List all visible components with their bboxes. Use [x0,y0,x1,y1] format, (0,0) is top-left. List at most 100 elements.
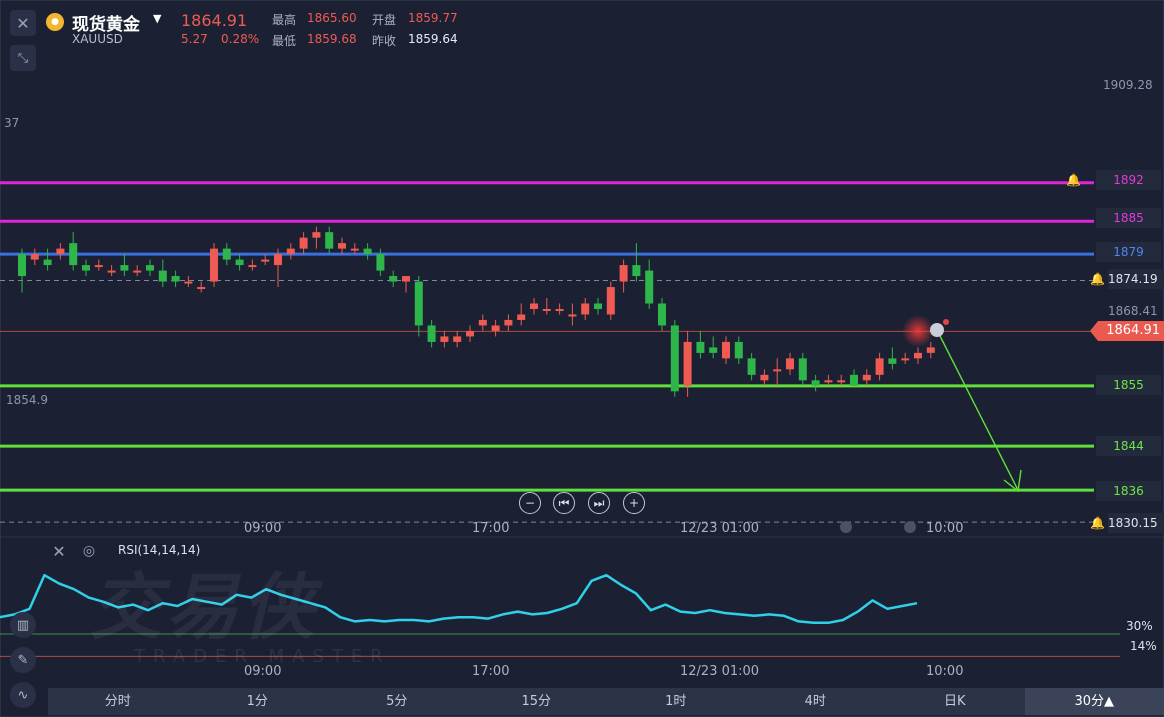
prev-close-label: 昨收 [372,34,397,48]
indicator-icon[interactable]: ∿ [10,682,36,708]
resistance-label-1: 1892 [1096,170,1161,190]
candle-body [82,265,90,271]
chevron-down-icon[interactable]: ▼ [153,12,162,25]
candle-body [670,325,679,392]
rsi-time-label-1: 09:00 [244,664,282,679]
info-marker-dot [943,319,949,325]
tf-4hour[interactable]: 4时 [804,694,826,709]
draw-pen-icon[interactable]: ✎ [10,647,36,673]
close-indicator-icon[interactable]: ✕ [52,541,66,561]
low-value: 1859.68 [307,32,357,46]
axis-left-fragment: 1854.9 [6,393,48,407]
candle-body [18,254,26,277]
candle-body [389,276,398,282]
candle-body [440,336,449,342]
candle-body [504,319,513,326]
candle-body [683,341,692,386]
candle-body [517,314,526,320]
watermark-logo: 交易侠 [90,565,319,649]
rsi-time-label-3: 12/23 01:00 [680,664,760,679]
time-label-4: 10:00 [926,521,964,536]
axis-recent-high: 1868.41 [1108,304,1158,318]
candle-body [914,352,922,359]
tf-daily[interactable]: 日K [943,694,966,709]
candle-body [56,248,65,255]
candle-body [197,287,206,290]
tf-15min[interactable]: 15分 [521,694,552,709]
alert-lower-label: 1830.15 [1108,513,1164,533]
candle-body [850,374,858,386]
candle-body [261,259,270,262]
tf-5min[interactable]: 5分 [386,694,408,709]
rsi-time-label-2: 17:00 [472,664,510,679]
bell-icon-lower[interactable]: 🔔 [1090,516,1105,530]
candle-body [862,374,871,381]
bell-icon-upper[interactable]: 🔔 [1090,272,1105,286]
axis-left-top-fragment: 37 [4,116,20,130]
support-label-1: 1855 [1096,375,1161,395]
candle-body [606,287,615,315]
candle-body [107,270,116,273]
tf-1hour[interactable]: 1时 [665,694,687,709]
candle-body [773,369,782,372]
candle-body [901,358,910,361]
candle-type-icon[interactable]: ▥ [10,612,36,638]
tf-1min[interactable]: 1分 [246,694,268,709]
candle-body [747,358,756,375]
candle-body [120,265,129,271]
candle-body [542,308,551,311]
high-label: 最高 [272,13,297,27]
rsi-time-label-4: 10:00 [926,664,964,679]
skip-forward-icon[interactable]: ⏭ [588,492,610,514]
axis-top-price: 1909.28 [1103,78,1153,92]
time-label-1: 09:00 [244,521,282,536]
projection-arrow-head [1003,469,1022,493]
candle-body [811,380,820,386]
price-change-percent: 0.28% [221,32,260,46]
close-icon[interactable]: ✕ [10,10,36,36]
candle-body [133,270,142,273]
candle-body [530,303,538,309]
candle-body [555,308,564,311]
candle-body [478,319,487,326]
info-marker-icon [930,323,944,337]
tf-timeshare[interactable]: 分时 [104,694,131,709]
candle-body [926,347,935,353]
zoom-out-icon[interactable]: − [519,492,541,514]
skip-back-icon[interactable]: ⏮ [553,492,575,514]
tf-30min[interactable]: 30分▲ [1024,688,1164,715]
candle-body [184,281,193,284]
watermark-subtitle: TRADER MASTER [134,646,391,667]
candle-body [94,265,103,268]
candle-body [875,358,884,375]
candle-body [210,248,218,282]
session-dot-2 [904,521,916,533]
candle-body [632,265,641,277]
symbol-code: XAUUSD [72,32,123,46]
collapse-icon[interactable]: ⤡ [10,45,36,71]
live-price-glow [902,315,934,347]
candle-body [453,336,462,342]
candle-body [734,341,743,359]
symbol-name[interactable]: 现货黄金 [72,15,140,35]
high-value: 1865.60 [307,11,357,25]
candle-body [786,358,794,370]
alert-upper-label: 1874.19 [1108,269,1164,289]
candle-body [658,303,666,326]
candle-body [376,254,385,271]
candle-body [888,358,897,364]
candle-body [350,248,359,251]
rsi-line [0,573,918,625]
timeframe-bar: 分时 1分 5分 15分 1时 4时 日K 30分▲ [48,688,1164,715]
candle-body [798,358,807,381]
candle-body [402,276,410,282]
session-dot-1 [840,521,852,533]
zoom-in-icon[interactable]: + [623,492,645,514]
low-label: 最低 [272,34,297,48]
settings-icon[interactable]: ◎ [82,543,96,559]
candle-body [760,374,769,381]
candle-body [325,232,334,249]
bell-icon[interactable]: 🔔 [1066,173,1081,187]
candle-body [30,254,39,260]
